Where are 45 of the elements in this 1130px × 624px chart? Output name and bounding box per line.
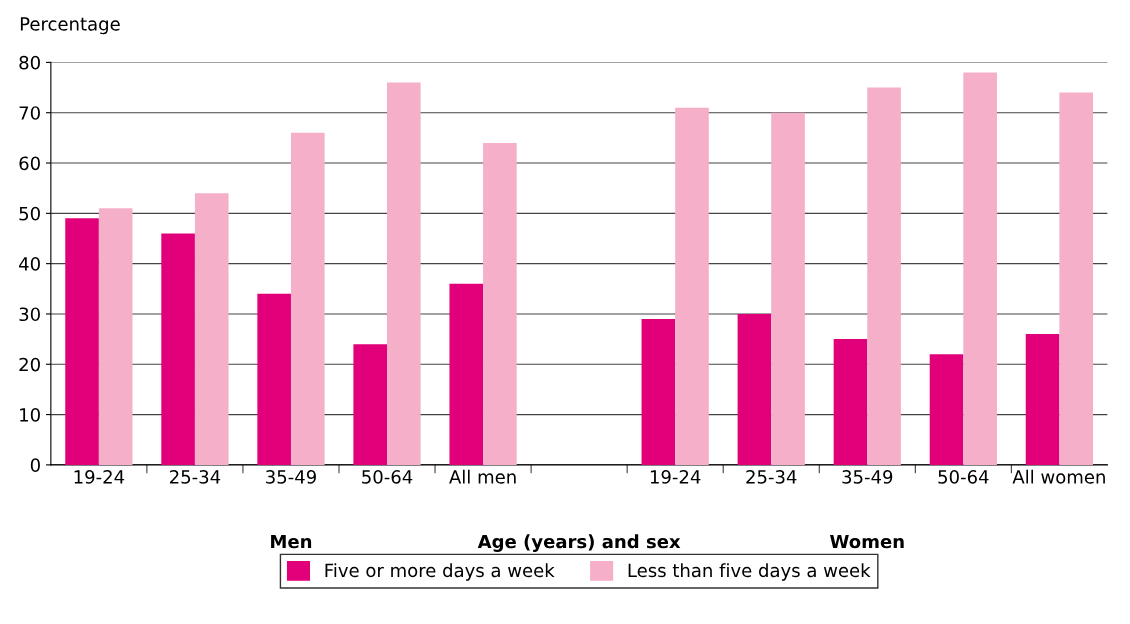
y-tick-label: 0 xyxy=(30,458,40,472)
bar xyxy=(387,82,421,465)
x-tick-label: 25-34 xyxy=(746,470,797,484)
x-tick-label: 50-64 xyxy=(362,470,413,484)
bar xyxy=(963,72,997,465)
bar xyxy=(483,142,517,465)
y-tick-label: 70 xyxy=(19,106,40,120)
y-tick-label: 50 xyxy=(19,206,40,221)
x-axis-title: Age (years) and sex xyxy=(477,534,681,552)
bar xyxy=(833,339,868,465)
bar xyxy=(194,193,229,465)
x-tick-label: 19-24 xyxy=(650,470,701,484)
y-tick-label: 10 xyxy=(20,408,40,422)
bar xyxy=(867,87,901,465)
x-tick-label: 50-64 xyxy=(938,470,989,484)
x-tick-label: All women xyxy=(1012,469,1105,484)
bar xyxy=(257,293,291,465)
y-tick-label: 30 xyxy=(19,307,40,322)
bar xyxy=(65,218,99,465)
y-tick-label: 60 xyxy=(19,156,40,171)
bar xyxy=(929,354,964,465)
x-tick-label: 25-34 xyxy=(170,470,221,484)
bar xyxy=(98,208,133,465)
text: Women xyxy=(830,534,904,549)
y-axis-title: Percentage xyxy=(20,17,120,35)
bar xyxy=(1059,92,1093,465)
bar xyxy=(161,233,195,465)
bar xyxy=(641,318,676,465)
y-tick-label: 40 xyxy=(19,257,40,271)
text: Men xyxy=(271,534,312,549)
bar xyxy=(290,132,325,465)
bar xyxy=(353,344,388,465)
x-tick-label: 35-49 xyxy=(266,470,316,484)
x-tick-label: 35-49 xyxy=(842,470,893,484)
x-tick-label: 19-24 xyxy=(74,470,125,484)
bar xyxy=(771,112,805,465)
legend-label: Five or more days a week xyxy=(325,563,555,581)
legend-label: Less than five days a week xyxy=(628,563,871,581)
bar xyxy=(737,313,772,465)
bar xyxy=(1025,334,1060,465)
y-tick-label: 80 xyxy=(19,55,40,70)
x-tick-label: All men xyxy=(449,469,516,484)
y-tick-label: 20 xyxy=(19,357,40,372)
bar xyxy=(675,107,709,465)
bar xyxy=(449,283,484,465)
